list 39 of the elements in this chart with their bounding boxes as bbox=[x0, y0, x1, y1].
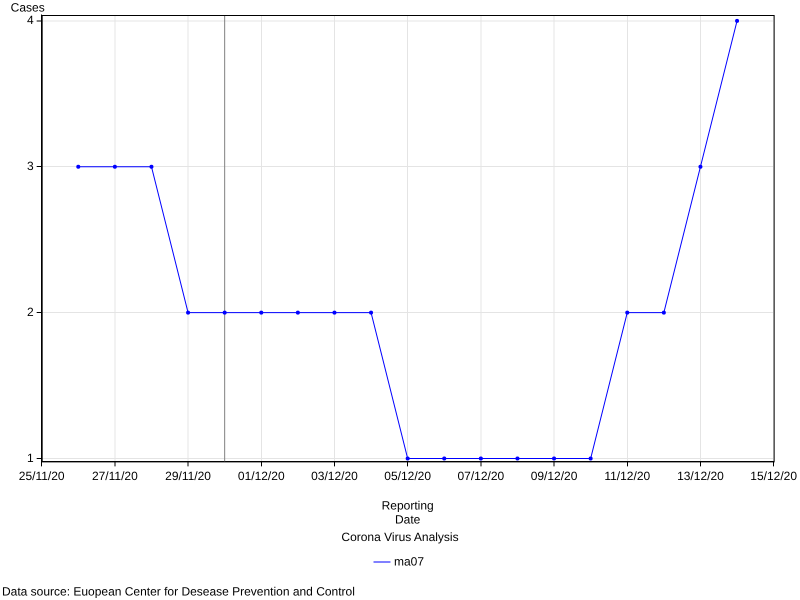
point bbox=[515, 456, 520, 460]
point bbox=[112, 164, 117, 169]
point bbox=[369, 310, 374, 315]
y-tick-label: 2 bbox=[26, 304, 34, 319]
x-tick-label: 29/11/20 bbox=[165, 468, 212, 483]
point bbox=[625, 310, 630, 315]
y-tick-label: 3 bbox=[26, 159, 34, 174]
x-tick-label: 01/12/20 bbox=[238, 468, 285, 483]
legend-label: ma07 bbox=[394, 554, 424, 568]
x-tick-label: 25/11/20 bbox=[18, 468, 65, 483]
x-tick-label: 11/12/20 bbox=[604, 468, 650, 483]
x-tick-label: 05/12/20 bbox=[384, 468, 432, 483]
point bbox=[735, 18, 740, 23]
source-note: Data source: Euopean Center for Desease Prevention and Control bbox=[2, 584, 355, 598]
point bbox=[406, 456, 410, 460]
x-tick-label: 15/12/20 bbox=[750, 468, 798, 483]
x-tick-label: 09/12/20 bbox=[530, 468, 578, 483]
x-axis-title: Reporting Date bbox=[382, 498, 434, 527]
point bbox=[698, 164, 702, 169]
point bbox=[186, 310, 190, 315]
point bbox=[552, 456, 556, 460]
point bbox=[222, 310, 227, 315]
x-tick-label: 27/11/20 bbox=[92, 468, 138, 483]
point bbox=[149, 164, 154, 169]
point bbox=[478, 456, 483, 460]
point bbox=[588, 456, 593, 460]
point bbox=[259, 310, 264, 315]
x-tick-label: 13/12/20 bbox=[677, 468, 724, 483]
point bbox=[76, 164, 80, 169]
y-tick-label: 4 bbox=[26, 13, 34, 28]
y-tick-label: 1 bbox=[26, 450, 34, 465]
point bbox=[662, 310, 666, 315]
legend-title: Corona Virus Analysis bbox=[341, 530, 459, 544]
x-tick-label: 07/12/20 bbox=[457, 468, 505, 483]
x-tick-label: 03/12/20 bbox=[311, 468, 358, 483]
y-axis-title: Cases bbox=[10, 0, 45, 14]
point bbox=[296, 310, 300, 315]
point bbox=[332, 310, 336, 315]
point bbox=[442, 456, 446, 460]
